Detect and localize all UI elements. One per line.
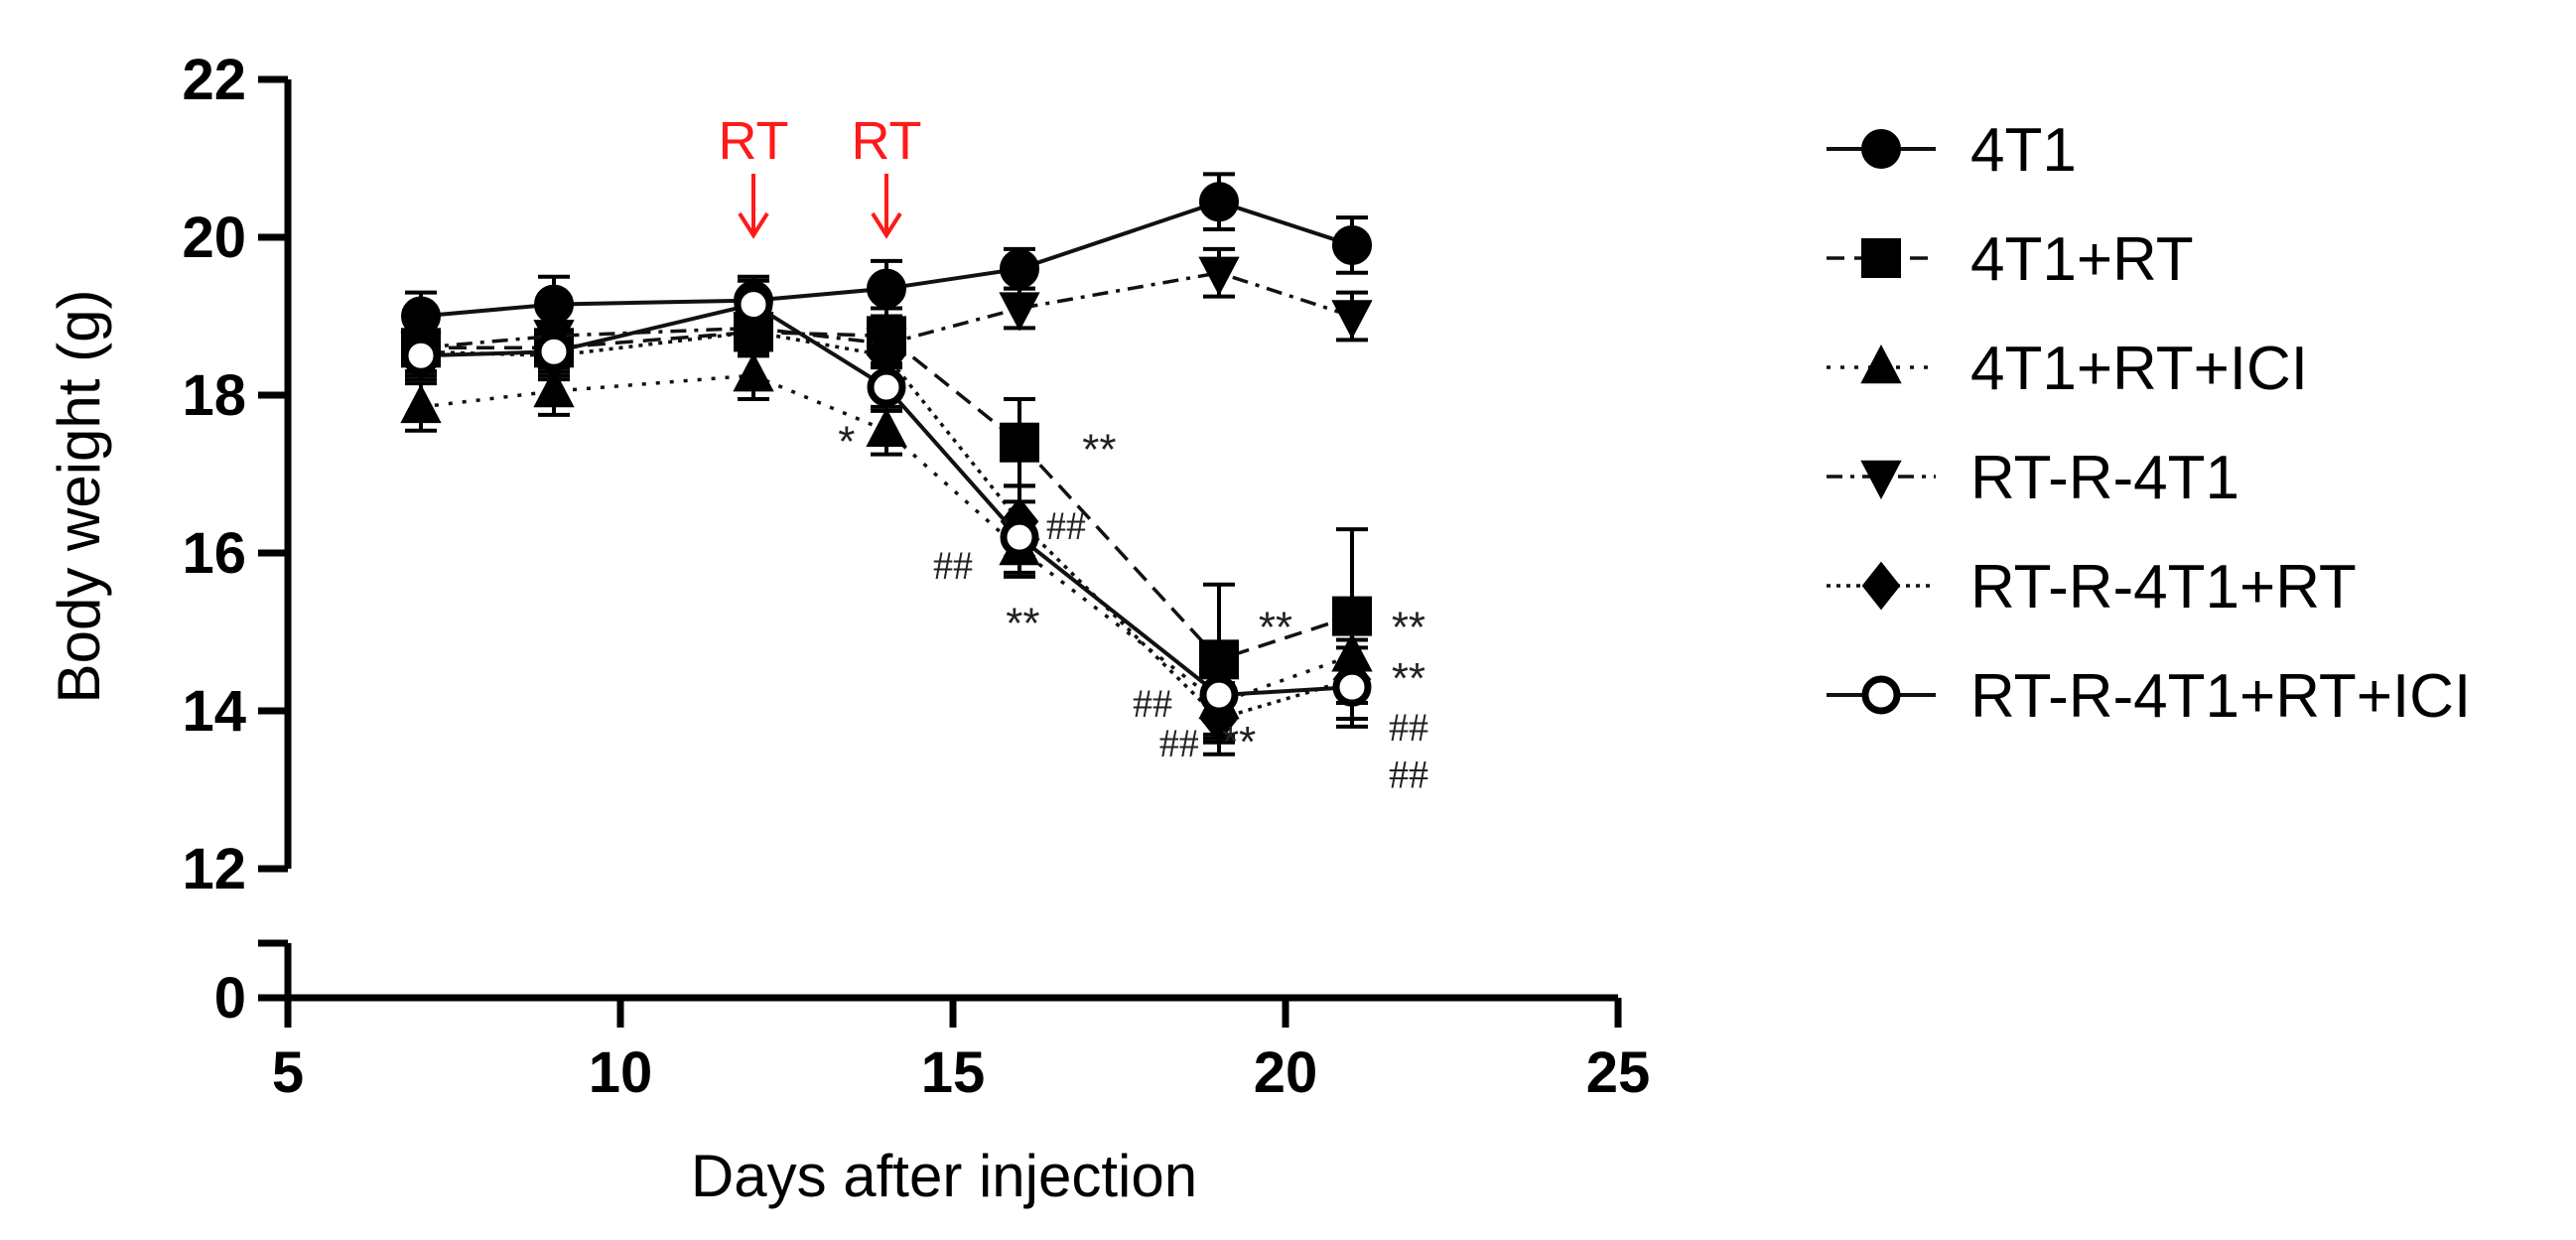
legend: 4T1 4T1+RT 4T1+RT+ICI RT-R-4T1 RT-R-4T1+RT RT… [1827,116,2471,731]
significance-mark: ## [933,543,973,588]
rt-label: RT [718,111,788,171]
data-point [1331,300,1373,340]
data-point [1332,224,1372,265]
y-axis-title: Body weight (g) [46,290,112,704]
data-point [867,268,906,309]
data-point [733,352,774,392]
significance-mark: ## [1389,705,1428,750]
y-tick-label: 20 [182,206,246,270]
data-point [1000,422,1039,463]
legend-item: RT-R-4T1 [1827,444,2239,512]
legend-marker [1861,129,1901,169]
significance-mark: ** [1392,604,1425,652]
legend-item: RT-R-4T1+RT+ICI [1827,662,2471,731]
significance-mark: ## [1133,681,1172,726]
data-point [866,407,907,447]
series-layer [400,172,1373,757]
annotation-layer: RT RT* **####** **#### ******#### [718,111,1427,797]
rt-arrow-head [738,211,769,239]
x-tick-label: 25 [1586,1040,1651,1105]
y-tick-label: 14 [182,679,246,744]
data-point [734,307,773,356]
significance-mark: ** [1006,600,1039,648]
rt-label: RT [851,111,921,171]
y-tick-label: 12 [182,837,246,901]
data-point [401,336,441,375]
data-point [734,285,773,325]
rt-arrow-head [871,211,902,239]
data-point [1000,248,1039,289]
x-axis-title: Days after injection [691,1143,1197,1209]
data-point [1000,517,1039,557]
x-tick-label: 15 [921,1040,986,1105]
legend-label: 4T1+RT [1970,225,2194,294]
significance-mark: ## [1389,753,1428,797]
y-tick-label: 18 [182,363,246,428]
data-point [1199,182,1239,222]
x-tick-label: 5 [272,1040,304,1105]
data-point [533,367,575,408]
legend-label: 4T1+RT+ICI [1970,335,2308,403]
legend-marker [1861,561,1901,611]
legend-label: RT-R-4T1+RT+ICI [1970,662,2471,731]
significance-mark: ** [1082,426,1116,475]
y-tick-label: 16 [182,521,246,586]
legend-marker [1861,238,1901,278]
data-point [999,292,1040,332]
legend-item: 4T1 [1827,116,2077,185]
x-tick-label: 20 [1254,1040,1318,1105]
legend-label: RT-R-4T1 [1970,444,2239,512]
legend-label: 4T1 [1970,116,2077,185]
data-point [867,367,906,407]
legend-item: 4T1+RT+ICI [1827,335,2308,403]
significance-mark: ## [1159,721,1199,765]
significance-mark: ** [1222,718,1256,766]
data-point [534,332,574,371]
data-point [1198,256,1240,296]
significance-mark: ** [1392,654,1425,703]
legend-item: RT-R-4T1+RT [1827,553,2357,621]
significance-mark: * [838,418,855,467]
series-rt-r-4t1-rt-ici [401,278,1372,741]
y-tick-label: 22 [182,48,246,112]
significance-mark: ** [1259,604,1292,652]
legend-marker [1861,675,1901,715]
significance-mark: ## [1046,503,1086,548]
x-tick-label: 10 [589,1040,653,1105]
y-tick-label: 0 [214,966,246,1031]
legend-label: RT-R-4T1+RT [1970,553,2357,621]
data-point [1332,667,1372,707]
data-point [400,383,442,424]
axes: 12 14 16 18 20 22 05 10 15 20 25 [182,48,1650,1105]
legend-marker [1860,460,1902,500]
legend-marker [1860,344,1902,384]
legend-item: 4T1+RT [1827,225,2194,294]
data-point [1199,675,1239,715]
